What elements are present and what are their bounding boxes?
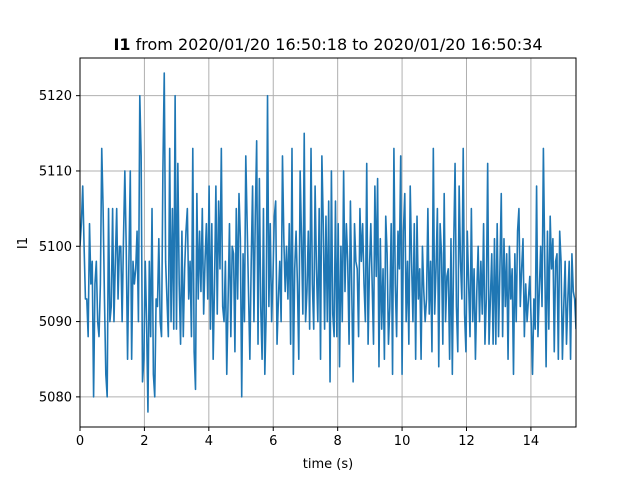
x-tick-label: 12 [458, 434, 475, 449]
x-tick-label: 14 [523, 434, 540, 449]
x-tick-label: 4 [205, 434, 213, 449]
x-tick-label: 2 [140, 434, 148, 449]
y-tick-label: 5110 [39, 164, 72, 179]
chart-title-range: from 2020/01/20 16:50:18 to 2020/01/20 1… [131, 35, 543, 54]
series-layer [80, 72, 576, 413]
x-tick-label: 0 [76, 434, 84, 449]
y-tick-label: 5120 [39, 89, 72, 104]
series-line-0 [80, 72, 576, 413]
y-tick-label: 5090 [39, 315, 72, 330]
plot-frame [79, 57, 577, 428]
y-axis-label: I1 [16, 237, 31, 249]
chart-title: I1 from 2020/01/20 16:50:18 to 2020/01/2… [113, 35, 542, 54]
x-tick-label: 6 [269, 434, 277, 449]
chart-title-variable: I1 [113, 35, 130, 54]
y-tick-label: 5100 [39, 240, 72, 255]
axis-ticks: 0 2 4 6 8 10 12 14 5080 5090 5100 5110 5120 [39, 89, 539, 449]
y-tick-label: 5080 [39, 390, 72, 405]
x-axis-label: time (s) [303, 457, 353, 472]
x-tick-label: 8 [334, 434, 342, 449]
x-tick-label: 10 [394, 434, 411, 449]
